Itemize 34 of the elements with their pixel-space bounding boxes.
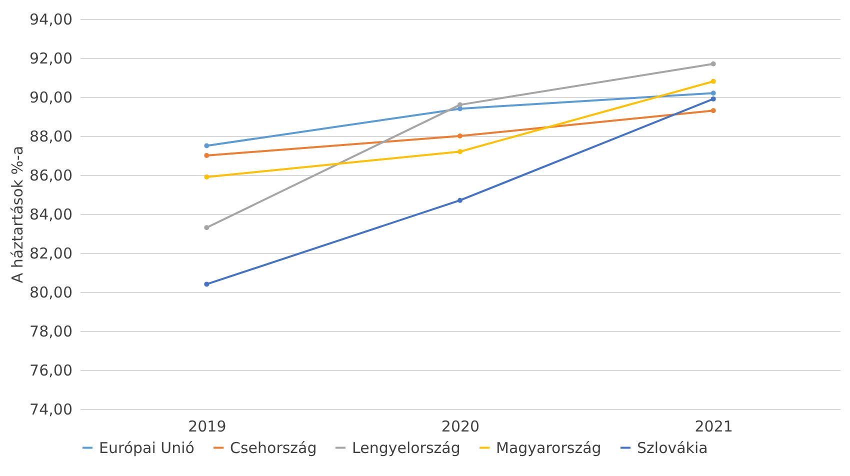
legend-label: Lengyelország [352,438,460,457]
point [204,153,210,158]
y-tick-label: 82,00 [30,244,72,262]
point [458,149,462,154]
point [710,108,716,114]
x-tick-label: 2019 [188,418,226,436]
y-axis-title: A háztartások %-a [8,146,27,284]
y-tick-label: 76,00 [30,362,72,380]
point [458,198,462,203]
y-tick-label: 78,00 [30,322,72,340]
y-tick-label: 88,00 [30,128,72,146]
y-tick-label: 94,00 [30,10,72,28]
point [204,225,210,230]
point [204,282,210,287]
x-tick-label: 2021 [694,418,733,436]
point [710,96,716,102]
legend-label: Szlovákia [637,438,708,457]
y-tick-label: 90,00 [30,88,72,106]
y-tick-label: 80,00 [30,284,72,302]
point [458,134,462,138]
point [458,102,462,108]
point [204,174,210,180]
y-tick-label: 74,00 [30,400,72,418]
y-tick-label: 86,00 [30,166,72,184]
legend-label: Európai Unió [99,438,194,457]
legend-label: Magyarország [496,438,602,457]
point [710,61,716,66]
y-tick-label: 84,00 [30,206,72,224]
x-tick-label: 2020 [441,418,480,436]
point [710,90,716,96]
point [710,78,716,84]
point [204,143,210,148]
legend-label: Csehország [230,438,317,457]
y-tick-label: 92,00 [30,50,72,68]
